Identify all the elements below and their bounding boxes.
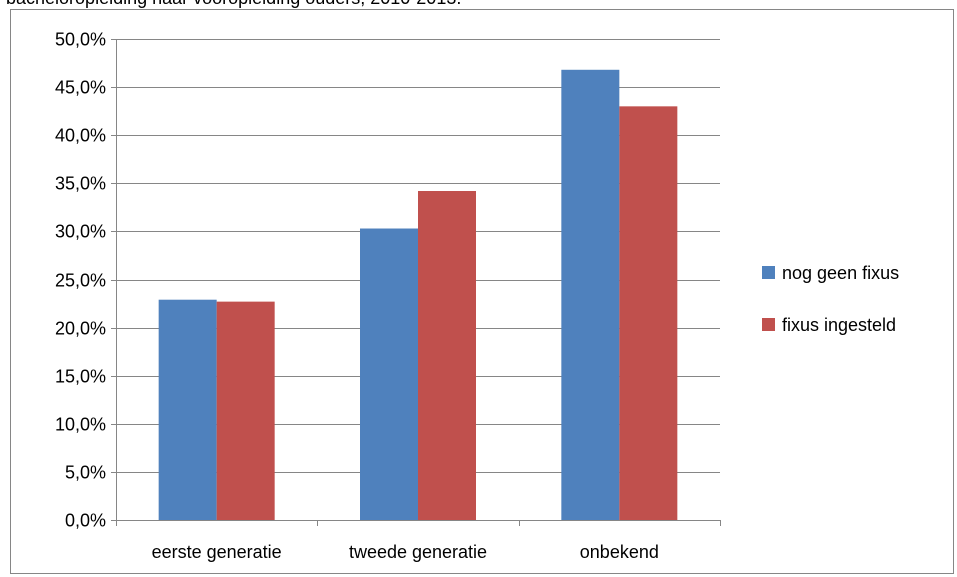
y-tick-label: 45,0% (55, 78, 106, 98)
x-tick-label: onbekend (580, 542, 659, 562)
chart-caption: bacheloropleiding naar vooropleiding oud… (6, 0, 461, 9)
bars (158, 69, 678, 520)
y-tick-label: 25,0% (55, 271, 106, 291)
legend: nog geen fixus fixus ingesteld (762, 263, 899, 335)
y-tick-labels: 0,0% 5,0% 10,0% 15,0% 20,0% 25,0% 30,0% 35,0% 40… (55, 30, 106, 531)
x-tick-label: tweede generatie (349, 542, 487, 562)
bar-nog-geen-fixus-onbekend (561, 69, 620, 520)
y-tick-label: 15,0% (55, 367, 106, 387)
y-tick-label: 40,0% (55, 126, 106, 146)
legend-swatch (762, 266, 775, 279)
y-tick-label: 20,0% (55, 319, 106, 339)
y-tick-label: 0,0% (65, 511, 106, 531)
y-tick-label: 10,0% (55, 415, 106, 435)
x-tick-labels: eerste generatie tweede generatie onbekend (152, 542, 659, 562)
y-tick-label: 50,0% (55, 30, 106, 50)
y-tick-label: 30,0% (55, 222, 106, 242)
bar-nog-geen-fixus-eerste-generatie (158, 299, 217, 520)
bar-fixus-ingesteld-tweede-generatie (418, 190, 476, 520)
legend-label: fixus ingesteld (782, 315, 896, 335)
y-tick-label: 35,0% (55, 174, 106, 194)
bar-nog-geen-fixus-tweede-generatie (360, 228, 418, 520)
axes (111, 39, 721, 526)
y-tick-label: 5,0% (65, 463, 106, 483)
x-tick-label: eerste generatie (152, 542, 282, 562)
bar-fixus-ingesteld-eerste-generatie (216, 301, 275, 520)
legend-label: nog geen fixus (782, 263, 899, 283)
legend-swatch (762, 318, 775, 331)
bar-fixus-ingesteld-onbekend (619, 106, 678, 520)
